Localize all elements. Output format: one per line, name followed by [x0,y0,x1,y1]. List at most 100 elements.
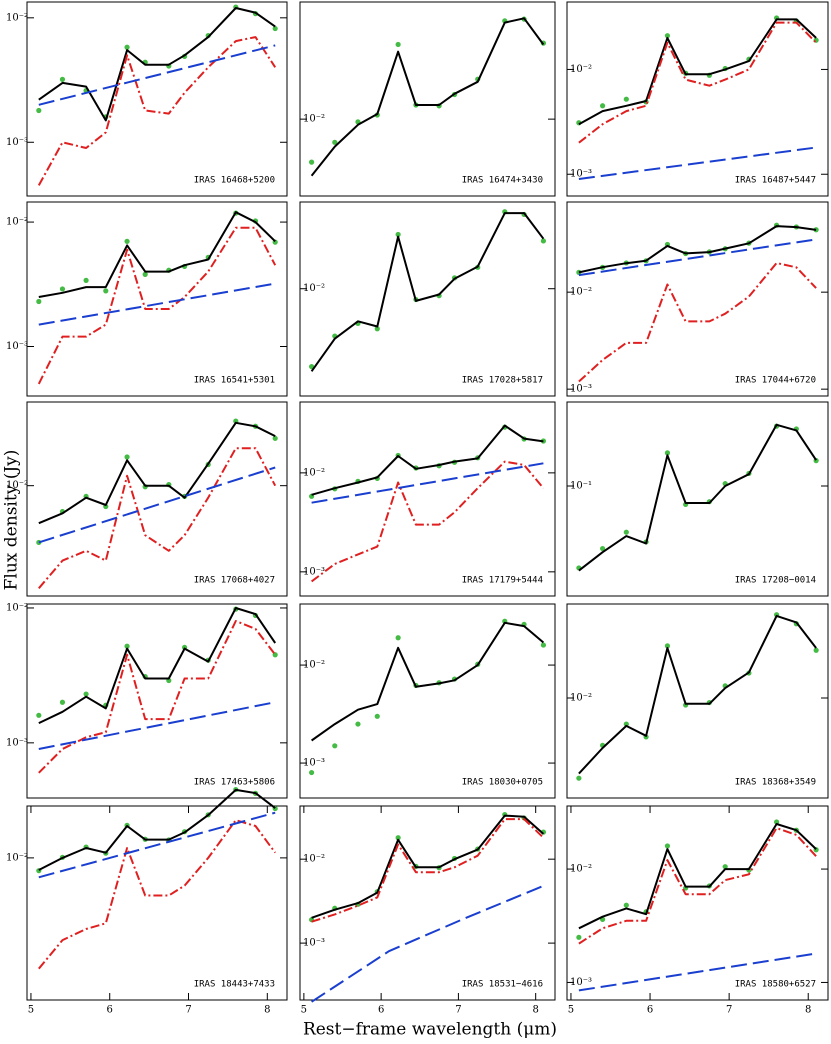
y-tick-label: 10⁻² [303,854,325,865]
panel-title: IRAS 18030+0705 [462,778,543,788]
y-tick-label: 10⁻² [303,283,325,294]
panel-frame [299,603,556,799]
panel-frame [566,401,829,597]
y-tick-label: 10⁻² [303,114,325,125]
data-point [664,643,671,649]
data-point [142,271,148,277]
y-tick-label: 10⁻² [6,12,28,23]
x-tick-label: 7 [726,1005,732,1016]
model-line [578,423,817,572]
continuum-line [578,238,817,277]
data-point [813,227,819,233]
data-point [623,721,629,727]
data-point [124,454,130,460]
data-point [83,691,89,697]
data-point [623,529,629,535]
data-point [272,435,278,441]
panel-frame [26,401,288,597]
panel-title: IRAS 17068+4027 [194,576,275,586]
panel-frame [299,201,556,397]
y-tick-label: 10⁻³ [570,977,592,988]
y-tick-label: 10⁻² [303,467,325,478]
continuum-line [38,701,276,750]
data-point [332,743,338,749]
panel-frame [566,805,829,1001]
y-tick-label: 10⁻² [570,864,592,875]
y-tick-label: 10⁻³ [303,758,325,769]
data-point [308,769,315,776]
y-tick-label: 10⁻³ [570,169,592,180]
panel: 10⁻² IRAS 18368+3549 [566,603,829,799]
continuum-line [38,466,276,544]
x-tick-label: 5 [568,1005,574,1016]
panel: 10⁻² IRAS 17028+5817 [299,201,556,397]
panel-title: IRAS 17463+5806 [194,778,275,788]
pah-line [578,21,817,144]
x-tick-label: 6 [647,1005,653,1016]
data-point [576,775,582,781]
data-point [576,934,582,940]
panel-title: IRAS 18580+6527 [735,980,816,990]
data-point [272,25,278,32]
x-tick-label: 7 [185,1005,191,1016]
panel-frame [566,1,829,197]
model-line [310,17,545,177]
data-point [540,238,547,244]
panel-frame [26,201,288,397]
data-point [36,298,42,305]
x-tick-label: 7 [455,1005,461,1016]
data-point [124,44,130,50]
panel: 10⁻³ 10⁻² IRAS 16541+5301 [6,201,288,397]
y-tick-label: 10⁻² [6,217,28,228]
model-line [38,421,276,525]
panel: 10⁻³ 10⁻² 5 6 7 8 IRAS 18531−4616 [299,805,556,1016]
data-point [308,159,315,165]
x-tick-label: 8 [532,1005,538,1016]
y-tick-label: 10⁻³ [6,341,28,352]
pah-line [311,460,545,583]
x-axis-label: Rest−frame wavelength (μm) [303,1020,557,1040]
data-point [36,107,42,114]
y-tick-label: 10⁻¹ [570,480,592,491]
panel-title: IRAS 16487+5447 [735,176,816,186]
panel-frame [299,805,556,1001]
model-line [311,621,545,742]
panel: 10⁻¹ IRAS 17208−0014 [566,401,829,597]
model-line [578,614,817,775]
model-line [578,225,817,274]
continuum-line [311,462,544,504]
panel-frame [299,401,556,597]
continuum-line [38,811,276,879]
panel: 10⁻² IRAS 16474+3430 [299,1,556,197]
panel-frame [566,201,829,397]
data-point [59,286,66,292]
y-tick-label: 10⁻² [6,602,28,613]
data-point [59,699,66,705]
data-point [773,819,780,825]
model-line [38,211,276,298]
panel: 10⁻³ 10⁻² IRAS 17179+5444 [299,401,556,597]
model-line [578,823,817,930]
model-line [311,814,545,919]
panel-frame [566,603,829,799]
y-tick-label: 10⁻³ [6,737,28,748]
y-tick-label: 10⁻³ [6,137,28,148]
data-point [599,103,606,109]
panel-title: IRAS 17044+6720 [735,376,816,386]
data-point [664,33,671,39]
panel: 10⁻³ 10⁻² IRAS 17463+5806 [6,602,288,799]
y-tick-label: 10⁻² [303,660,325,671]
data-point [395,231,401,238]
model-line [578,18,817,126]
panel-frame [299,1,556,197]
data-point [623,902,629,908]
data-point [599,545,606,552]
data-point [374,713,380,719]
panel-title: IRAS 16468+5200 [194,176,275,186]
panel-title: IRAS 17179+5444 [462,576,543,586]
data-point [540,642,547,648]
panel: 10⁻³ 10⁻² IRAS 18030+0705 [299,603,556,799]
panel-title: IRAS 16474+3430 [462,176,543,186]
pah-line [578,262,817,383]
panel: 10⁻³ 10⁻² IRAS 17044+6720 [566,201,829,397]
